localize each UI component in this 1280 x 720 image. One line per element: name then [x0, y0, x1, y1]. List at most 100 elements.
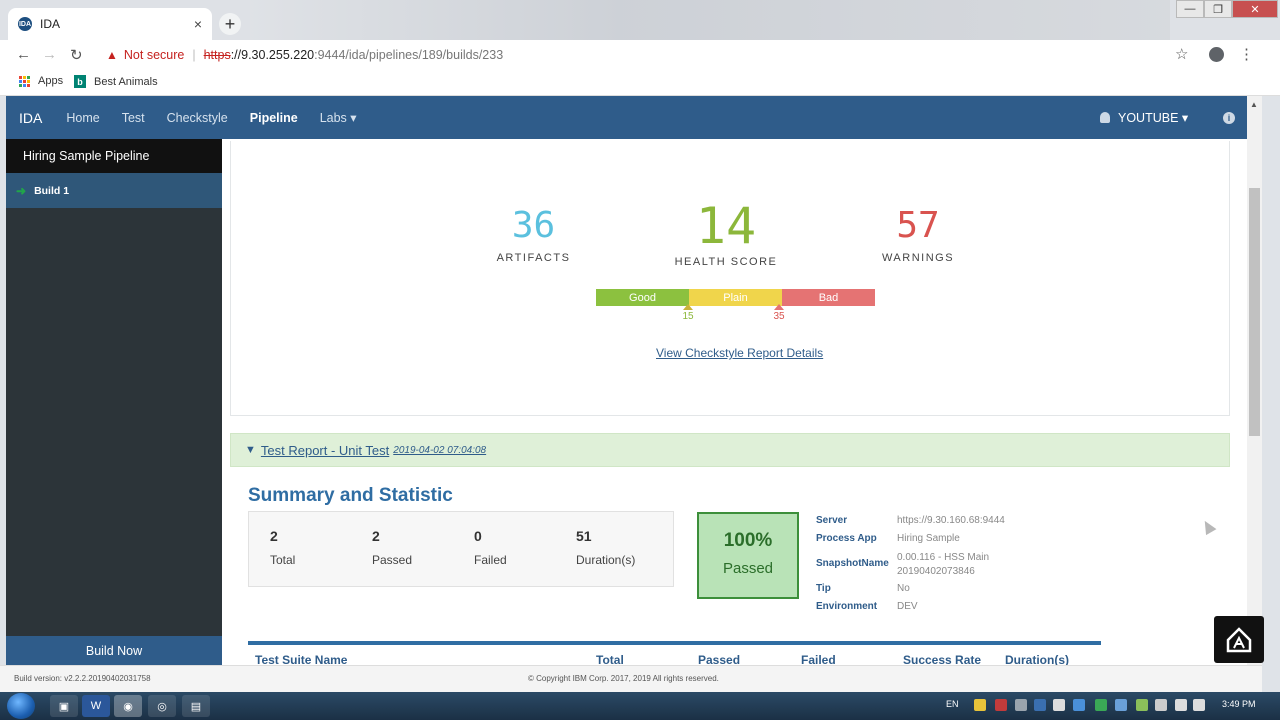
nav-pipeline[interactable]: Pipeline [249, 110, 298, 125]
more-menu-icon[interactable]: ⋮ [1239, 46, 1254, 63]
close-window-button[interactable]: ✕ [1232, 0, 1278, 18]
triangle-up-icon [683, 304, 693, 310]
col-failed[interactable]: Failed [801, 653, 836, 665]
triangle-up-icon [774, 304, 784, 310]
bookmark-star-icon[interactable]: ☆ [1175, 46, 1189, 63]
stat-label: Passed [372, 553, 413, 567]
bing-icon: b [74, 75, 86, 88]
url-scheme: https [203, 48, 231, 62]
channel-logo-icon [1214, 616, 1264, 663]
account-icon[interactable] [1209, 47, 1224, 62]
battery-icon[interactable] [1155, 699, 1167, 711]
forward-arrow-icon[interactable]: → [42, 46, 57, 63]
browser-tab[interactable]: IDA IDA × [8, 8, 212, 40]
build-now-button[interactable]: Build Now [6, 636, 222, 665]
col-total[interactable]: Total [596, 653, 624, 665]
test-report-header[interactable]: ▼ Test Report - Unit Test 2019-04-02 07:… [230, 433, 1230, 467]
col-duration[interactable]: Duration(s) [1005, 653, 1069, 665]
pass-rate-box: 100% Passed [697, 512, 799, 599]
chevron-down-icon[interactable]: ▼ [245, 444, 256, 456]
new-tab-button[interactable]: + [219, 13, 241, 35]
scroll-thumb[interactable] [1249, 188, 1260, 436]
page-scrollbar[interactable]: ▲ ▼ [1247, 96, 1262, 665]
back-arrow-icon[interactable]: ← [16, 46, 31, 63]
detail-environment-value: DEV [897, 601, 918, 612]
language-indicator[interactable]: EN [946, 699, 959, 709]
tray-icon[interactable] [995, 699, 1007, 711]
bookmark-apps[interactable]: Apps [19, 75, 63, 87]
sidebar-item-build[interactable]: ➜ Build 1 [6, 173, 222, 208]
artifacts-metric: 36 ARTIFACTS [481, 205, 586, 264]
minimize-button[interactable]: — [1176, 0, 1204, 18]
network-icon[interactable] [1175, 699, 1187, 711]
pass-rate-value: 100% [723, 530, 773, 551]
explorer-icon[interactable]: ▣ [50, 695, 78, 717]
scale-bad: Bad [782, 289, 875, 306]
main-content: 36 ARTIFACTS 14 HEALTH SCORE 57 WARNINGS… [222, 139, 1247, 665]
detail-value: https://9.30.160.68:9444 [897, 515, 1005, 526]
clock[interactable]: 3:49 PM [1222, 699, 1256, 709]
tray-icon[interactable] [1095, 699, 1107, 711]
tray-icon[interactable] [1053, 699, 1065, 711]
info-icon[interactable]: i [1223, 112, 1235, 124]
windows-taskbar: ▣ W ◉ ◎ ▤ EN 3:49 PM [0, 692, 1280, 720]
stat-value: 51 [576, 528, 592, 544]
nav-checkstyle[interactable]: Checkstyle [166, 110, 228, 125]
tab-title: IDA [40, 17, 61, 31]
tray-icon[interactable] [974, 699, 986, 711]
detail-key: Environment [816, 601, 878, 612]
bluetooth-icon[interactable] [1115, 699, 1127, 711]
browser-toolbar: ← → ↻ ▲ Not secure | https ://9.30.255.2… [0, 40, 1280, 70]
brand-logo[interactable]: IDA [19, 109, 43, 126]
security-label[interactable]: Not secure [123, 48, 185, 62]
tray-icon[interactable] [1136, 699, 1148, 711]
app-icon[interactable]: ◎ [148, 695, 176, 717]
stat-duration: 51 Duration(s) [576, 528, 635, 567]
scale-good: Good [596, 289, 689, 306]
nav-labs[interactable]: Labs ▾ [319, 111, 357, 125]
threshold-marker-35: 35 [767, 304, 791, 322]
folder-icon[interactable]: ▤ [182, 695, 210, 717]
stats-box: 2 Total 2 Passed 0 Failed 51 Duration(s) [248, 511, 674, 587]
nav-test[interactable]: Test [121, 110, 145, 125]
table-top-border [248, 641, 1101, 645]
detail-tip: Tip [816, 583, 831, 594]
bookmark-best-animals[interactable]: b Best Animals [74, 75, 158, 88]
mouse-cursor-icon [1199, 517, 1217, 536]
reload-icon[interactable]: ↻ [70, 47, 83, 64]
chrome-icon[interactable]: ◉ [114, 695, 142, 717]
stat-label: Failed [474, 553, 507, 567]
checkstyle-panel: 36 ARTIFACTS 14 HEALTH SCORE 57 WARNINGS… [230, 141, 1230, 416]
url-host: ://9.30.255.220 [230, 48, 315, 62]
detail-tip-value: No [897, 583, 910, 594]
col-passed[interactable]: Passed [698, 653, 741, 665]
health-score-metric: 14 HEALTH SCORE [661, 197, 791, 268]
page-footer: Build version: v2.2.2.20190402031758 © C… [0, 665, 1262, 692]
warnings-label: WARNINGS [881, 252, 955, 264]
test-report-title[interactable]: Test Report - Unit Test [260, 442, 390, 458]
address-bar[interactable]: ▲ Not secure | https ://9.30.255.220 :94… [96, 43, 1198, 67]
scroll-up-icon[interactable]: ▲ [1250, 100, 1258, 109]
detail-process-app: Process App [816, 533, 877, 544]
detail-value: No [897, 583, 910, 594]
health-scale-bar: Good Plain Bad [596, 289, 875, 306]
stat-value: 0 [474, 528, 482, 544]
user-menu[interactable]: YOUTUBE ▾ [1100, 110, 1188, 125]
tray-icon[interactable] [1015, 699, 1027, 711]
col-success-rate[interactable]: Success Rate [903, 653, 982, 665]
tray-icon[interactable] [1073, 699, 1085, 711]
url-path: :9444/ida/pipelines/189/builds/233 [314, 48, 504, 62]
checkstyle-details-link[interactable]: View Checkstyle Report Details [656, 346, 824, 360]
volume-icon[interactable] [1193, 699, 1205, 711]
tray-icon[interactable] [1034, 699, 1046, 711]
col-suite-name[interactable]: Test Suite Name [255, 653, 348, 665]
detail-value: 20190402073846 [897, 566, 975, 577]
tab-close-icon[interactable]: × [193, 16, 202, 32]
start-button[interactable] [7, 693, 35, 719]
word-icon[interactable]: W [82, 695, 110, 717]
nav-home[interactable]: Home [66, 110, 100, 125]
threshold-marker-15: 15 [676, 304, 700, 322]
maximize-button[interactable]: ❐ [1204, 0, 1232, 18]
warnings-value: 57 [896, 205, 940, 246]
artifacts-label: ARTIFACTS [496, 252, 571, 264]
